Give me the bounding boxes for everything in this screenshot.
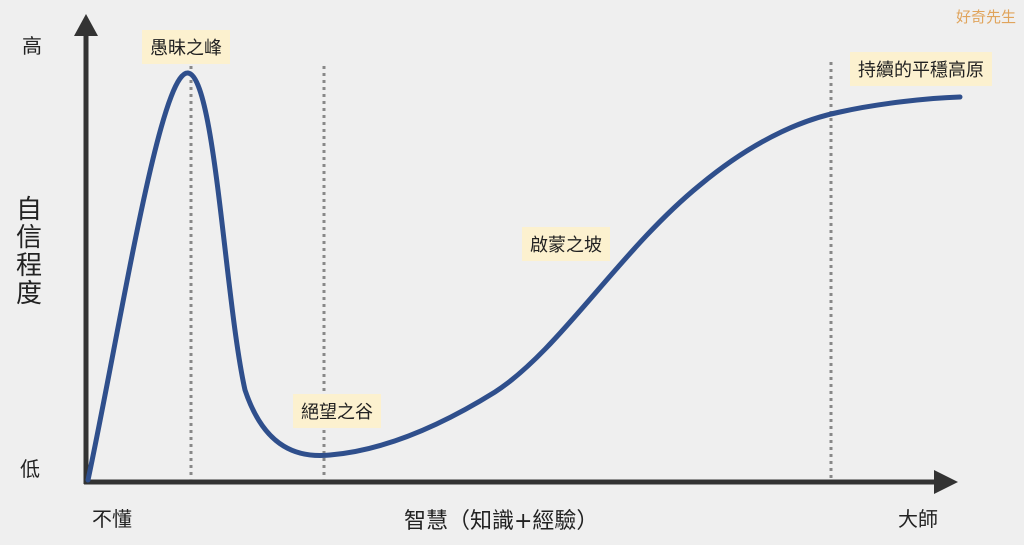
x-axis-end: 大師 <box>898 507 938 531</box>
x-axis-start: 不懂 <box>92 507 132 531</box>
stage-label-peak: 愚昧之峰 <box>142 30 230 64</box>
y-axis-arrow <box>74 14 98 36</box>
watermark: 好奇先生 <box>955 8 1016 26</box>
y-axis-low: 低 <box>20 457 40 481</box>
stage-label-plateau: 持續的平穩高原 <box>850 52 992 86</box>
y-axis-high: 高 <box>22 34 42 58</box>
confidence-curve <box>85 70 963 483</box>
y-axis-label: 自信程度 <box>16 195 43 309</box>
stage-label-slope: 啟蒙之坡 <box>522 227 610 261</box>
x-axis-label: 智慧（知識+經驗） <box>404 509 599 534</box>
stage-label-valley: 絕望之谷 <box>293 394 381 428</box>
x-axis-arrow <box>934 470 958 494</box>
